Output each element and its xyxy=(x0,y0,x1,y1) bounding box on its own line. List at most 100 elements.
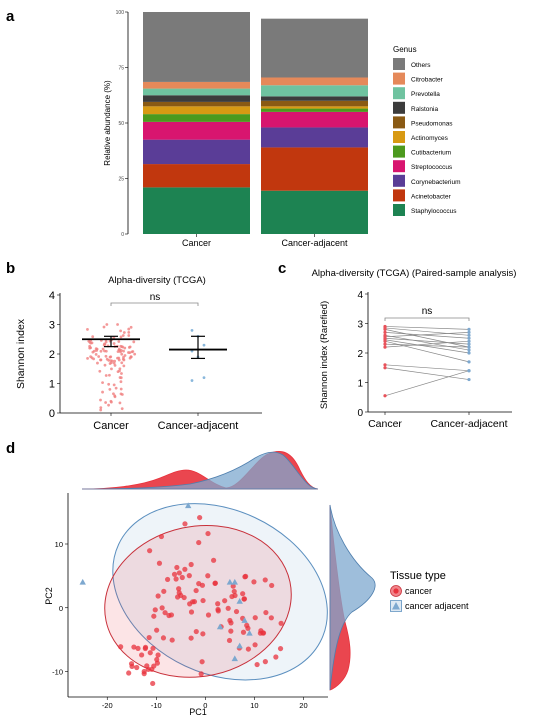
a-bar-segment xyxy=(143,106,250,115)
d-legend-title: Tissue type xyxy=(390,570,446,582)
b-point-cancer xyxy=(118,367,122,371)
d-legend-cancer-label: cancer xyxy=(405,586,432,596)
b-point-cancer xyxy=(108,373,111,377)
b-point-cancer xyxy=(99,349,103,353)
b-point-cancer xyxy=(116,323,119,326)
d-point-cancer xyxy=(156,560,163,566)
b-y-axis-label: Shannon index xyxy=(15,318,27,389)
d-y-axis-label: PC2 xyxy=(44,587,54,605)
b-point-cancer xyxy=(112,392,115,396)
d-point-adjacent xyxy=(184,502,192,509)
b-point-cancer xyxy=(116,356,119,360)
d-point-cancer xyxy=(188,635,194,641)
b-point-cancer xyxy=(132,340,136,344)
d-point-cancer xyxy=(231,588,237,595)
c-point-cancer xyxy=(383,345,387,349)
d-point-cancer xyxy=(135,645,141,652)
b-point-cancer xyxy=(101,390,104,394)
d-point-adjacent xyxy=(231,578,238,585)
b-point-cancer xyxy=(127,327,131,331)
d-x-tick-label: 0 xyxy=(203,701,207,710)
d-point-cancer xyxy=(158,533,165,540)
b-point-cancer xyxy=(119,387,123,391)
d-point-cancer xyxy=(146,634,152,641)
d-point-cancer xyxy=(228,628,234,634)
d-ellipse-adjacent xyxy=(112,503,328,681)
b-point-cancer xyxy=(104,349,108,353)
c-pair-line xyxy=(384,337,470,345)
b-point-cancer xyxy=(113,363,117,367)
d-point-cancer xyxy=(273,654,279,660)
d-point-cancer xyxy=(154,656,160,663)
c-pair-line xyxy=(384,370,470,397)
c-point-cancer xyxy=(383,339,387,343)
b-x-tick-label: Cancer-adjacent xyxy=(158,420,239,432)
b-point-cancer xyxy=(118,401,122,405)
b-point-cancer xyxy=(128,356,132,360)
c-point-adjacent xyxy=(467,336,471,340)
d-point-adjacent xyxy=(231,655,238,662)
a-bar-segment xyxy=(143,81,250,89)
d-point-cancer xyxy=(139,652,145,658)
d-point-cancer xyxy=(166,612,172,619)
d-point-adjacent xyxy=(236,597,243,604)
c-point-adjacent xyxy=(467,348,471,352)
b-point-adjacent xyxy=(202,376,206,379)
d-point-cancer xyxy=(211,557,217,563)
c-point-adjacent xyxy=(467,377,471,382)
b-point-cancer xyxy=(121,334,125,337)
c-pair-line xyxy=(384,334,470,351)
c-significance-label: ns xyxy=(422,306,433,317)
c-y-tick-label: 0 xyxy=(357,408,363,419)
b-point-cancer xyxy=(122,355,125,359)
d-point-cancer xyxy=(142,645,148,652)
d-point-cancer xyxy=(128,661,135,667)
a-legend-swatch xyxy=(393,189,405,202)
b-point-cancer xyxy=(113,359,117,363)
a-x-tick-label: Cancer-adjacent xyxy=(281,238,348,248)
a-bar-segment xyxy=(143,139,250,165)
d-point-cancer xyxy=(160,635,167,641)
a-bar-segment xyxy=(143,95,250,102)
b-title: Alpha-diversity (TCGA) xyxy=(108,275,206,286)
panel-label-d: d xyxy=(6,440,16,457)
d-point-cancer xyxy=(244,622,250,628)
d-point-cancer xyxy=(182,566,188,572)
d-point-cancer xyxy=(161,588,167,594)
a-legend-label: Cutibacterium xyxy=(411,150,451,157)
b-point-cancer xyxy=(109,359,113,363)
b-point-cancer xyxy=(119,335,123,339)
a-y-tick-label: 25 xyxy=(118,177,124,183)
c-point-adjacent xyxy=(467,369,471,373)
b-point-cancer xyxy=(112,342,116,345)
b-point-cancer xyxy=(120,372,123,375)
a-bar-segment xyxy=(261,77,368,86)
b-point-cancer xyxy=(99,406,103,410)
d-point-cancer xyxy=(245,646,252,652)
a-legend-label: Citrobacter xyxy=(411,77,444,84)
a-legend-swatch xyxy=(393,58,405,70)
d-point-cancer xyxy=(225,605,231,611)
c-point-cancer xyxy=(383,330,387,334)
b-point-adjacent xyxy=(202,343,206,347)
c-point-adjacent xyxy=(467,339,471,343)
b-point-cancer xyxy=(104,354,108,358)
b-point-cancer xyxy=(122,331,126,334)
d-point-cancer xyxy=(176,570,182,576)
d-point-cancer xyxy=(268,615,274,621)
d-point-cancer xyxy=(159,605,165,611)
a-bar-segment xyxy=(261,147,368,191)
d-point-cancer xyxy=(151,613,157,619)
d-point-cancer xyxy=(200,597,206,604)
b-point-cancer xyxy=(109,361,113,365)
b-point-cancer xyxy=(128,351,132,355)
d-y-tick-label: 0 xyxy=(59,604,63,613)
d-point-adjacent xyxy=(226,578,234,585)
c-pair-line xyxy=(384,329,470,348)
b-x-tick-label: Cancer xyxy=(93,420,129,432)
b-point-cancer xyxy=(97,355,101,358)
b-point-cancer xyxy=(108,388,112,391)
b-point-cancer xyxy=(112,383,116,387)
b-y-tick-label: 0 xyxy=(49,408,55,420)
a-bar-segment xyxy=(261,111,368,128)
